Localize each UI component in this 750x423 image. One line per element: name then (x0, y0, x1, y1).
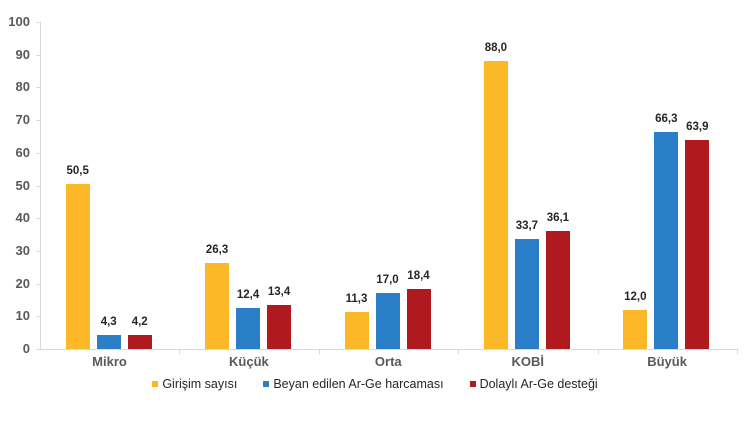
bar (375, 293, 400, 349)
data-label: 66,3 (655, 113, 678, 126)
bar (406, 288, 431, 349)
x-tick-mark (458, 349, 460, 354)
legend-item: Dolaylı Ar-Ge desteği (469, 377, 598, 391)
bar (685, 140, 710, 349)
data-label: 4,3 (100, 315, 117, 328)
x-category-label: Küçük (229, 354, 269, 369)
bar (127, 335, 152, 349)
data-label: 33,7 (515, 219, 539, 232)
x-category-label: KOBİ (511, 354, 544, 369)
data-label: 13,4 (267, 286, 291, 299)
x-category-label: Orta (374, 354, 402, 369)
data-label: 18,4 (407, 269, 430, 282)
bar (96, 334, 121, 349)
data-label: 11,3 (345, 293, 368, 306)
y-tick-mark (36, 283, 40, 285)
y-tick-mark (36, 54, 40, 56)
data-label: 4,2 (131, 316, 148, 329)
y-tick-label: 40 (15, 210, 30, 226)
y-tick-label: 70 (15, 112, 30, 128)
y-tick-label: 0 (22, 341, 30, 356)
bar (514, 238, 539, 349)
data-label: 88,0 (484, 42, 508, 55)
y-tick-mark (36, 218, 40, 220)
bar (236, 308, 261, 349)
y-tick-label: 30 (15, 242, 30, 258)
bar (205, 262, 230, 349)
y-tick-label: 10 (15, 308, 30, 324)
y-tick-mark (36, 22, 40, 23)
y-axis (40, 22, 41, 349)
x-category-label: Büyük (647, 354, 687, 369)
y-tick-mark (36, 87, 40, 89)
y-tick-label: 100 (8, 14, 30, 29)
legend-label: Dolaylı Ar-Ge desteği (479, 377, 598, 391)
bar (654, 132, 679, 349)
bar (344, 312, 369, 349)
y-tick-mark (36, 185, 40, 187)
y-tick-label: 90 (15, 46, 30, 62)
y-tick-mark (36, 152, 40, 154)
data-label: 63,9 (686, 121, 709, 134)
x-tick-mark (737, 349, 738, 354)
legend-swatch-icon (263, 381, 270, 387)
data-label: 36,1 (546, 211, 570, 224)
legend-swatch-icon (152, 381, 159, 387)
bar (65, 183, 90, 349)
y-tick-label: 60 (15, 144, 30, 160)
legend-item: Beyan edilen Ar-Ge harcaması (263, 377, 444, 391)
x-category-label: Mikro (92, 354, 127, 369)
data-label: 50,5 (66, 164, 89, 177)
y-tick-label: 80 (15, 79, 30, 95)
x-tick-mark (318, 349, 320, 354)
y-tick-mark (36, 349, 40, 350)
x-axis (40, 349, 737, 350)
legend-label: Beyan edilen Ar-Ge harcaması (273, 377, 444, 391)
legend: Girişim sayısı Beyan edilen Ar-Ge harcama… (0, 377, 750, 391)
y-tick-mark (36, 250, 40, 252)
x-tick-mark (179, 349, 181, 354)
legend-item: Girişim sayısı (152, 377, 237, 391)
bar (545, 230, 570, 349)
data-label: 26,3 (205, 243, 229, 256)
y-tick-label: 50 (15, 177, 30, 193)
legend-swatch-icon (469, 381, 476, 387)
data-label: 12,4 (236, 289, 260, 302)
x-tick-mark (597, 349, 599, 354)
legend-label: Girişim sayısı (162, 377, 238, 391)
bar (267, 305, 292, 349)
data-label: 17,0 (376, 274, 399, 287)
bar (623, 309, 648, 349)
bar (483, 61, 508, 349)
y-tick-label: 20 (15, 275, 30, 291)
y-tick-mark (36, 120, 40, 122)
y-tick-mark (36, 316, 40, 318)
data-label: 12,0 (624, 290, 647, 303)
